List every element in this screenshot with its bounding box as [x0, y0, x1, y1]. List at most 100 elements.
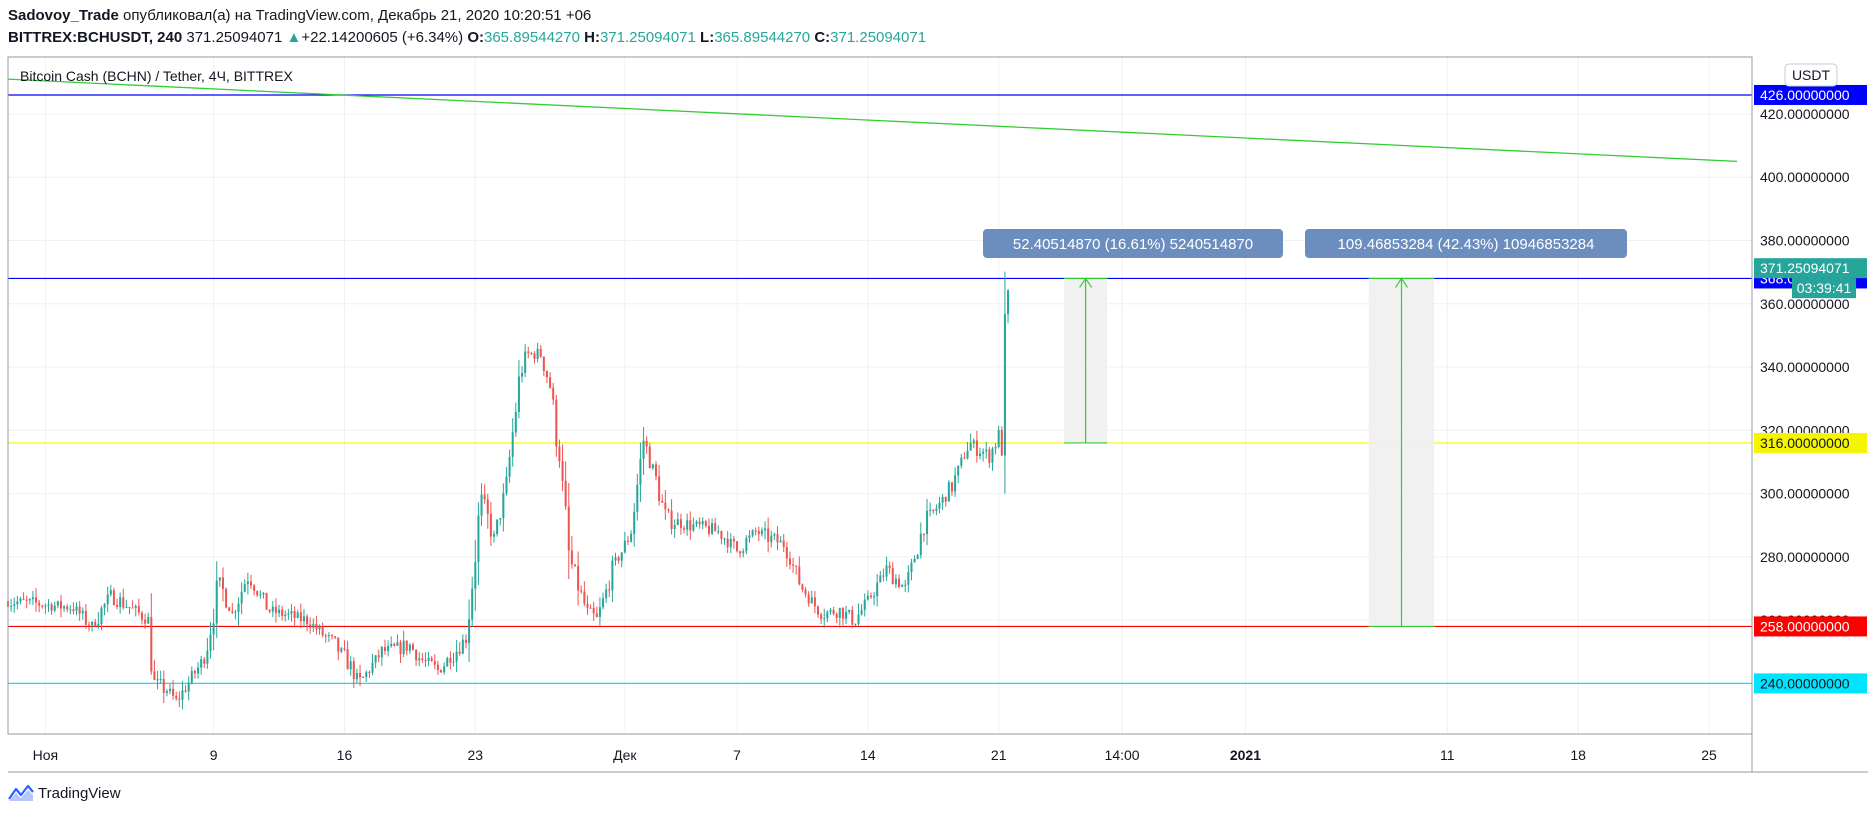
candle-body: [128, 606, 131, 608]
candle-body: [869, 595, 872, 598]
level-price-label: 316.00000000: [1760, 435, 1850, 451]
candle-body: [237, 603, 240, 612]
candle-body: [190, 671, 193, 683]
candle-body: [461, 639, 464, 654]
price-chart[interactable]: 52.40514870 (16.61%) 5240514870 109.46853…: [0, 0, 1875, 780]
candle-body: [701, 521, 704, 525]
level-price-label: 258.00000000: [1760, 618, 1850, 634]
measure-label-box: [983, 229, 1283, 258]
candle-body: [221, 577, 224, 589]
candle-body: [922, 533, 925, 535]
price-axis[interactable]: 420.00000000 400.00000000 380.00000000 360.…: [1760, 106, 1850, 628]
candle-body: [81, 610, 84, 614]
price-tick-label: 340.00000000: [1760, 359, 1850, 375]
candle-body: [570, 550, 573, 565]
candle-body: [866, 595, 869, 600]
candle-body: [704, 521, 707, 526]
candle-body: [290, 611, 293, 614]
candle-body: [359, 672, 362, 678]
candle-body: [773, 534, 776, 536]
candle-body: [929, 509, 932, 511]
candle-body: [823, 618, 826, 620]
candle-body: [935, 508, 938, 511]
candle-body: [175, 695, 178, 699]
descending-trendline[interactable]: [7, 78, 1738, 163]
candle-body: [552, 387, 555, 400]
candle-body: [829, 609, 832, 612]
candle-body: [913, 558, 916, 563]
candle-body: [595, 613, 598, 617]
candle-body: [418, 658, 421, 661]
candle-body: [471, 588, 474, 620]
candle-body: [69, 609, 72, 611]
candle-body: [153, 671, 156, 680]
candle-body: [122, 597, 125, 608]
candle-body: [511, 432, 514, 457]
candle-body: [960, 457, 963, 466]
candle-body: [879, 575, 882, 583]
trendline-layer[interactable]: [7, 78, 1738, 163]
candle-body: [253, 585, 256, 591]
currency-badge[interactable]: USDT: [1784, 63, 1838, 87]
candle-body: [698, 521, 701, 525]
measure-label-box: [1305, 229, 1627, 258]
candle-body: [944, 496, 947, 502]
symbol-info: BITTREX:BCHUSDT, 240 371.25094071 ▲+22.1…: [8, 29, 926, 46]
candle-body: [371, 662, 374, 673]
level-price-label: 240.00000000: [1760, 675, 1850, 691]
last-price: 371.25094071: [186, 29, 283, 46]
candle-body: [711, 523, 714, 534]
candle-body: [720, 531, 723, 539]
time-tick-label: 14: [860, 747, 876, 763]
candle-body: [187, 682, 190, 692]
candle-body: [664, 502, 667, 510]
candle-body: [477, 515, 480, 563]
candle-body: [330, 635, 334, 637]
candle-body: [760, 530, 763, 535]
author-name[interactable]: Sadovoy_Trade: [8, 7, 119, 24]
candle-body: [873, 596, 876, 598]
candle-body: [281, 609, 284, 616]
candle-body: [1003, 314, 1006, 456]
price-tick-label: 300.00000000: [1760, 486, 1850, 502]
candle-body: [658, 476, 661, 501]
candle-body: [265, 592, 268, 610]
candle-body: [131, 607, 134, 609]
time-axis[interactable]: Ноя 9 16 23 Дек 7 14 21 14:00 2021 11 18 25: [33, 747, 1717, 763]
candle-body: [97, 624, 100, 627]
candle-body: [782, 540, 785, 548]
candle-body: [200, 659, 203, 668]
candle-body: [489, 513, 492, 537]
candle-body: [499, 518, 502, 520]
measure-tools[interactable]: 52.40514870 (16.61%) 5240514870 109.46853…: [983, 229, 1627, 628]
candle-body: [13, 604, 16, 606]
candle-body: [408, 644, 411, 651]
candle-body: [679, 519, 682, 529]
candle-body: [215, 580, 218, 624]
candle-body: [785, 547, 788, 559]
candle-body: [112, 590, 115, 606]
candle-body: [443, 666, 446, 673]
horizontal-levels[interactable]: [8, 94, 1752, 684]
candle-body: [262, 592, 265, 595]
candle-body: [284, 614, 287, 616]
candle-body: [240, 591, 243, 604]
brand-name[interactable]: TradingView: [38, 784, 121, 802]
candle-body: [527, 351, 530, 354]
candle-body: [991, 448, 994, 463]
measure-arrowhead: [1079, 277, 1093, 288]
candle-body: [770, 535, 773, 542]
candle-body: [620, 552, 623, 561]
time-tick-label: Ноя: [33, 747, 58, 763]
currency-badge-box: [1784, 63, 1838, 87]
candle-body: [246, 581, 249, 585]
open-label: O:: [467, 29, 484, 46]
candle-body: [651, 464, 654, 469]
candle-body: [91, 621, 94, 626]
candle-body: [268, 609, 271, 612]
candle-body: [630, 533, 633, 542]
candle-body: [306, 616, 309, 625]
candle-body: [440, 670, 443, 673]
candle-body: [10, 605, 13, 607]
candle-body: [642, 440, 645, 459]
